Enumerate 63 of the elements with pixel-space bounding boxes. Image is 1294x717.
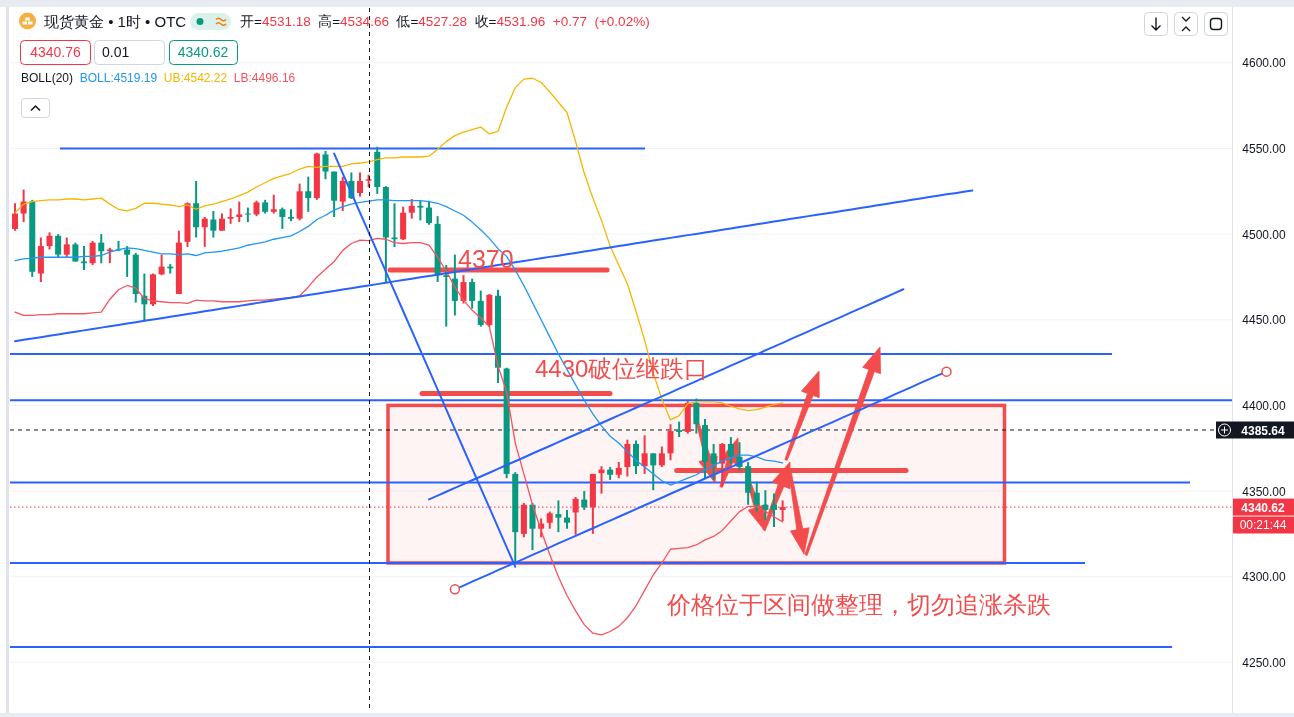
y-tick-label: 4500.00: [1242, 227, 1287, 242]
text: 4385.64: [1241, 423, 1286, 438]
candlestick: [719, 442, 726, 488]
candlestick: [460, 274, 467, 305]
candlestick: [201, 215, 208, 248]
candlestick: [55, 233, 62, 260]
y-tick-label: 4300.00: [1242, 570, 1287, 585]
chart-title: 现货黄金 • 1时 • OTC: [44, 12, 187, 30]
candlestick: [469, 277, 476, 310]
candlestick: [555, 499, 562, 534]
candlestick: [632, 439, 640, 475]
text: 00:21:44: [1239, 518, 1287, 532]
candlestick: [89, 239, 96, 266]
annotation: 价格位于区间做整理，切勿追涨杀跌: [666, 591, 1051, 618]
y-tick-label: 4250.00: [1242, 655, 1287, 670]
candlestick: [408, 197, 415, 220]
candlestick: [477, 289, 484, 328]
legend: BOLL(20) BOLL:4519.19 UB:4542.22 LB:4496.16: [21, 71, 296, 85]
candlestick: [236, 200, 243, 224]
text: 开=4531.18 高=4534.66 低=4527.28 收=4531.96 +0.77 (+0.02%): [240, 14, 650, 29]
candlestick: [727, 436, 734, 465]
candlestick: [356, 171, 364, 198]
candlestick: [425, 199, 433, 226]
candlestick: [270, 193, 277, 215]
candlestick: [72, 241, 79, 263]
candlestick: [693, 397, 700, 435]
candlestick: [710, 442, 717, 481]
candlestick: [339, 175, 346, 212]
annotation: 0.01: [102, 44, 130, 60]
line-series: [14, 199, 784, 486]
y-tick-label: 4350.00: [1242, 484, 1287, 499]
candlestick: [63, 236, 70, 260]
candlestick: [598, 465, 605, 495]
candlestick: [443, 263, 450, 328]
candlestick: [563, 508, 571, 530]
annotation: 4340.62: [177, 44, 229, 60]
candlestick: [650, 452, 657, 492]
y-tick-label: 4400.00: [1242, 398, 1287, 413]
candlestick: [658, 445, 665, 469]
candlestick: [305, 175, 312, 213]
line-series: [14, 237, 784, 636]
candlestick: [244, 206, 251, 224]
candlestick: [11, 202, 19, 232]
candlestick: [193, 180, 200, 239]
candlestick: [770, 492, 778, 529]
candlestick: [124, 245, 131, 278]
candlestick: [279, 206, 286, 230]
candlestick: [753, 480, 760, 513]
candlestick: [98, 233, 105, 265]
candlestick: [322, 150, 329, 181]
y-tick-label: 4600.00: [1242, 56, 1287, 71]
candlestick: [667, 423, 674, 462]
candlestick: [529, 502, 536, 552]
candlestick: [762, 489, 769, 522]
annotation: 4340.76: [30, 44, 82, 60]
candlestick: [210, 209, 217, 239]
text: 4340.62: [1241, 500, 1286, 515]
candlestick: [624, 438, 631, 478]
y-tick-label: 4450.00: [1242, 313, 1287, 328]
candlestick: [417, 199, 424, 222]
candlestick: [227, 207, 234, 225]
y-tick-label: 4550.00: [1242, 141, 1287, 156]
candlestick: [641, 434, 648, 475]
